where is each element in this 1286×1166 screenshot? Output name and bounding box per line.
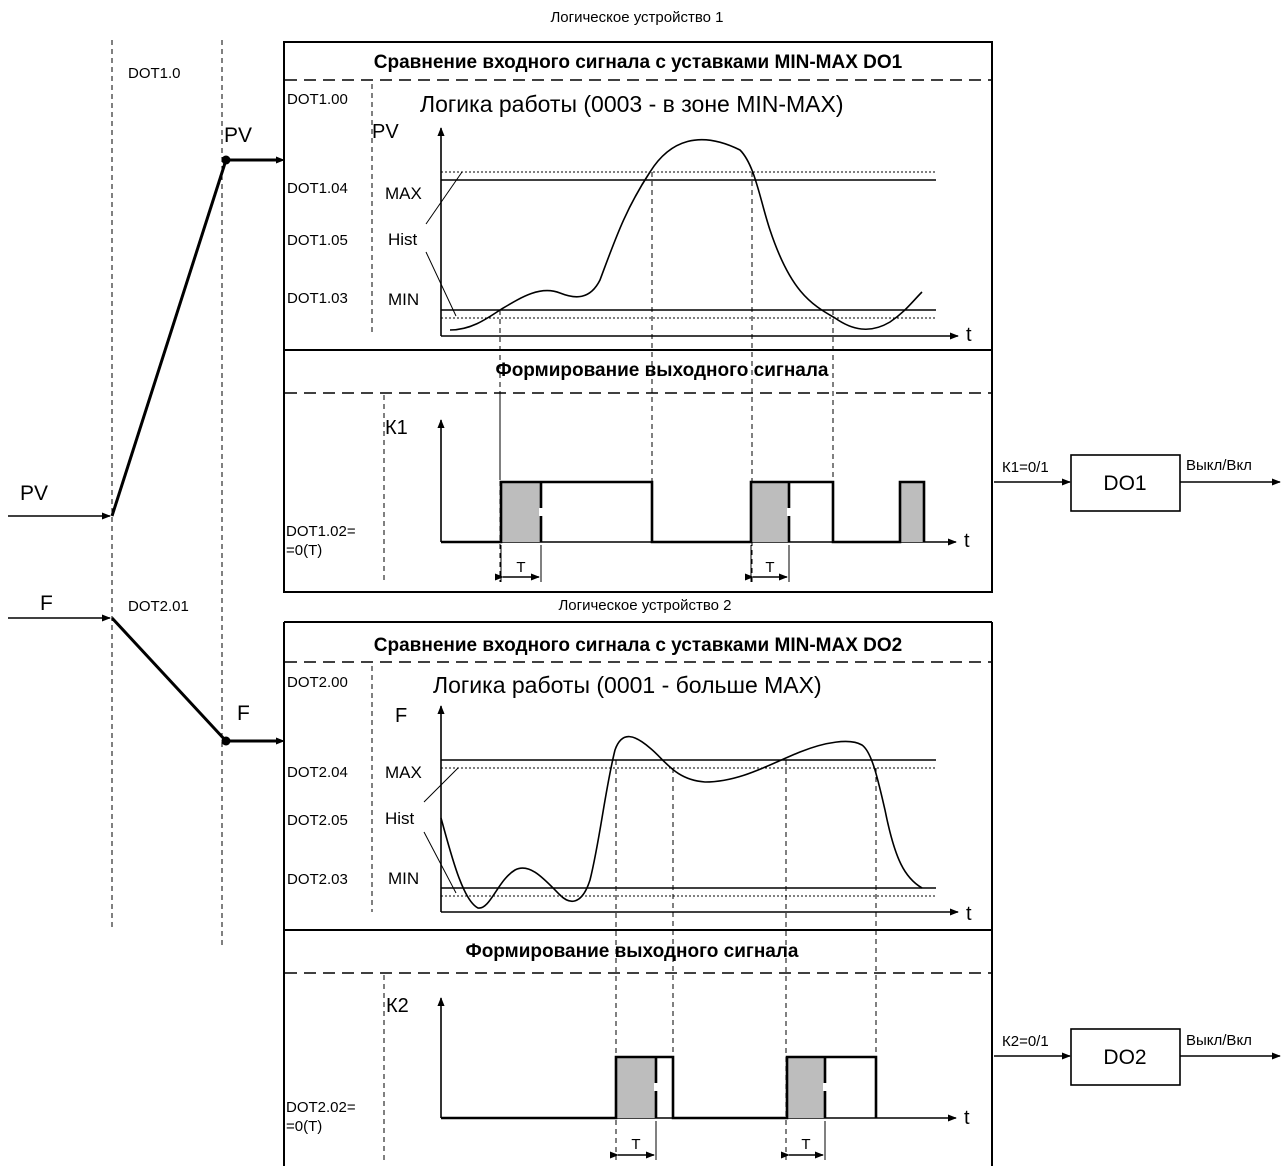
device1-label-hist: Hist [388,230,418,249]
do2-onoff-label: Выкл/Вкл [1186,1032,1252,1049]
device1-hist-leader-bottom [425,251,457,317]
channel-dot2-label: DOT2.01 [128,598,189,615]
device1-delay-shade-3 [900,482,924,542]
do2-block [1070,1028,1181,1086]
device2-header: Сравнение входного сигнала с уставками M… [374,635,902,656]
device1-delay-shade-2 [751,482,789,542]
device1-label-min: MIN [388,290,419,309]
device2-hist-leader-top [423,767,459,803]
device1-t-label-2: Т [765,559,774,576]
device1-signal-label: К1=0/1 [1002,459,1049,476]
device2-label-min: MIN [388,869,419,888]
input-f-label: F [40,592,53,615]
device1-delay-shade-1 [501,482,541,542]
pv-out-label: PV [224,124,252,147]
do1-onoff-label: Выкл/Вкл [1186,457,1252,474]
channel-dot1-label: DOT1.0 [128,65,181,82]
device1-label-max: MAX [385,184,422,203]
device2-t-label-1: Т [631,1136,640,1153]
device1-out-param-1: DOT1.02= [286,523,356,540]
device2-output-pulse [441,1055,878,1120]
device1-out-axis-t-label: t [964,530,970,552]
device2-out-param-2: =0(Т) [286,1118,322,1135]
device1-logic-param: DOT1.00 [287,91,348,108]
input-pv-label: PV [20,482,48,505]
device2-out-param-1: DOT2.02= [286,1099,356,1116]
device2-label-hist: Hist [385,809,415,828]
device1-output-header: Формирование выходного сигнала [495,360,828,381]
f-out-label: F [237,702,250,725]
device2-param-max: DOT2.04 [287,764,348,781]
device2-logic-text: Логика работы (0001 - больше MAX) [433,672,822,698]
device1-hist-leader-top [425,171,463,225]
device2-out-axis-t-label: t [964,1107,970,1129]
device2-title: Логическое устройство 2 [558,597,731,614]
device2-signal-curve [440,735,923,909]
pv-route-line [110,159,228,517]
device2-delay-shade-1 [616,1057,656,1118]
device2-param-hist: DOT2.05 [287,812,348,829]
device2-delay-shade-2 [787,1057,825,1118]
do1-label: DO1 [1103,472,1146,495]
device1-frame [283,41,993,593]
device1-out-axis-label: К1 [385,417,408,439]
device1-header: Сравнение входного сигнала с уставками M… [374,52,903,73]
device1-title: Логическое устройство 1 [550,9,723,26]
device1-axis-t-label: t [966,324,972,346]
do2-label: DO2 [1103,1046,1146,1069]
device2-out-axis-label: К2 [386,995,409,1017]
device1-t-label-1: Т [516,559,525,576]
device2-logic-param: DOT2.00 [287,674,348,691]
f-route-line [110,616,228,743]
device2-axis-t-label: t [966,903,972,925]
device1-logic-text: Логика работы (0003 - в зоне MIN-MAX) [420,91,844,117]
do1-block [1070,454,1181,512]
device2-param-min: DOT2.03 [287,871,348,888]
device1-axis-y-label: PV [372,121,399,143]
device1-signal-curve [449,138,923,331]
device1-param-hist: DOT1.05 [287,232,348,249]
device1-output-pulse [441,480,926,544]
device1-param-max: DOT1.04 [287,180,348,197]
device1-out-param-2: =0(Т) [286,542,322,559]
device2-label-max: MAX [385,763,422,782]
device2-hist-leader-bottom [423,831,457,894]
device2-axis-y-label: F [395,705,407,727]
device2-signal-label: К2=0/1 [1002,1033,1049,1050]
device1-param-min: DOT1.03 [287,290,348,307]
device2-t-label-2: Т [801,1136,810,1153]
device2-output-header: Формирование выходного сигнала [465,941,798,962]
